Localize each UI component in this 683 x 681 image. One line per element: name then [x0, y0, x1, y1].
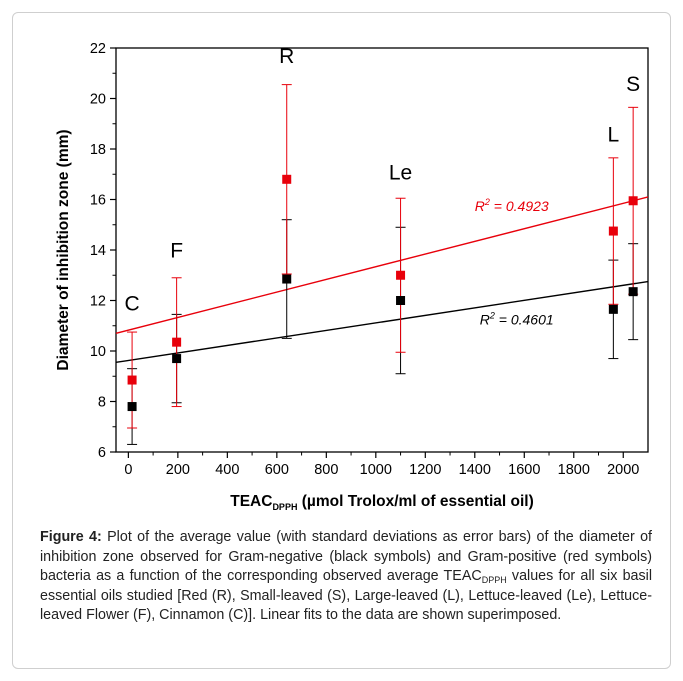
x-tick-label: 1600: [508, 462, 540, 478]
x-tick-label: 600: [265, 462, 289, 478]
series-group-0: [115, 280, 649, 364]
data-point: [628, 196, 638, 206]
data-point: [127, 375, 137, 385]
caption-text-part1: Plot of the average value (with standard…: [40, 529, 653, 585]
x-axis-label: TEACDPPH (µmol Trolox/ml of essential oi…: [230, 493, 534, 512]
y-tick-label: 16: [90, 193, 106, 209]
x-tick-label: 1800: [558, 462, 590, 478]
group-label: S: [626, 73, 640, 96]
fit-line: [115, 280, 649, 364]
data-point: [608, 226, 618, 236]
y-tick-label: 18: [90, 142, 106, 158]
fit-line: [115, 196, 649, 335]
y-axis-label: Diameter of inhibition zone (mm): [55, 129, 72, 370]
figure-caption: Figure 4: Plot of the average value (wit…: [40, 528, 652, 626]
x-tick-label: 200: [166, 462, 190, 478]
data-point: [396, 270, 406, 280]
data-point: [628, 287, 638, 297]
data-point: [172, 354, 182, 364]
group-label: F: [170, 240, 183, 263]
data-point: [282, 274, 292, 284]
data-point: [172, 337, 182, 347]
x-tick-label: 0: [124, 462, 132, 478]
plot-frame: [115, 47, 649, 453]
group-label: R: [279, 45, 294, 68]
data-point: [282, 174, 292, 184]
x-tick-label: 1200: [409, 462, 441, 478]
scatter-chart: 0 200 400 600 800 1000 1200 1400 1600 1800 2000 6 8 1…: [55, 41, 649, 512]
group-label: L: [608, 123, 620, 146]
r2-annotation: R2 = 0.4923: [475, 197, 549, 214]
caption-text-part2: values for all six basil essential oils …: [40, 568, 652, 624]
data-point: [396, 296, 406, 305]
caption-text-sub: DPPH: [481, 575, 507, 586]
r2-annotation: R2 = 0.4601: [480, 310, 554, 327]
group-label: C: [124, 293, 139, 316]
x-tick-label: 800: [314, 462, 338, 478]
series-marks-0: [127, 219, 639, 445]
data-point: [608, 304, 618, 314]
x-tick-label: 400: [215, 462, 239, 478]
y-tick-label: 22: [90, 41, 106, 57]
y-tick-label: 12: [90, 294, 106, 310]
x-tick-label: 1000: [360, 462, 392, 478]
y-tick-label: 6: [98, 445, 106, 461]
caption-figure-label: Figure 4:: [40, 529, 102, 545]
x-tick-label: 2000: [607, 462, 639, 478]
series-group-1: [115, 196, 649, 335]
y-tick-label: 8: [98, 395, 106, 411]
y-tick-label: 10: [90, 344, 106, 360]
figure-frame: [12, 12, 671, 669]
series-marks-1: [127, 84, 639, 429]
data-point: [127, 402, 137, 412]
y-tick-label: 20: [90, 92, 106, 108]
y-tick-label: 14: [90, 243, 106, 259]
x-tick-label: 1400: [459, 462, 491, 478]
group-label: Le: [389, 161, 412, 184]
